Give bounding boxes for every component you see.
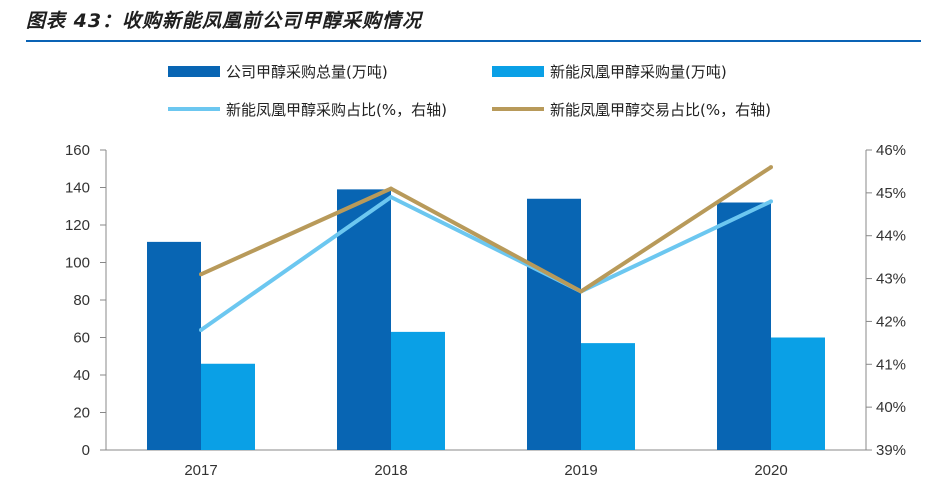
right-axis-tick-label: 40% [876,399,906,416]
lines [199,165,773,332]
legend-swatch-total [168,66,220,77]
right-axis-tick-label: 46% [876,142,906,159]
left-axis-tick-label: 20 [73,405,90,422]
right-axis-tick-label: 42% [876,313,906,330]
legend-label-trade-share: 新能凤凰甲醇交易占比(%，右轴) [550,101,771,119]
bar-total [717,202,771,450]
left-axis-tick-label: 0 [82,442,90,459]
right-axis-tick-label: 44% [876,228,906,245]
x-axis-tick-label: 2018 [374,462,407,479]
title-rule [26,40,921,42]
bar-xnfh [201,363,255,450]
x-axis-tick-label: 2017 [184,462,217,479]
line-trade-share [200,165,773,294]
x-axis-tick-label: 2019 [564,462,597,479]
left-axis-tick-label: 100 [65,255,90,272]
right-axis-tick-label: 43% [876,271,906,288]
line-trade-share-point [579,289,583,294]
bar-total [337,189,391,450]
line-purchase-share [199,195,772,332]
left-axis-tick-label: 80 [73,292,90,309]
legend-swatch-xnfh [492,66,544,77]
left-axis-tick-label: 120 [65,217,90,234]
left-axis-tick-label: 40 [73,367,90,384]
bar-xnfh [771,337,825,450]
line-trade-share-point [769,165,773,170]
bars [147,189,825,450]
legend-label-xnfh: 新能凤凰甲醇采购量(万吨) [550,63,727,81]
legend-label-total: 公司甲醇采购总量(万吨) [226,63,388,81]
line-trade-share-point [389,186,393,191]
axes: 0 20 40 60 80 100 120 140 160 39% 40% 41% 42% 43% 44% 4… [65,142,906,479]
bar-total [147,241,201,450]
line-purchase-share-point [389,195,393,200]
left-axis-tick-label: 140 [65,180,90,197]
x-axis-tick-label: 2020 [754,462,787,479]
legend: 公司甲醇采购总量(万吨) 新能凤凰甲醇采购量(万吨) 新能凤凰甲醇采购占比(%，… [168,63,771,119]
line-purchase-share-point [769,199,773,204]
right-axis-tick-label: 45% [876,185,906,202]
left-axis-tick-label: 160 [65,142,90,159]
line-trade-share-point [199,272,203,277]
figure-title: 图表 43：收购新能凤凰前公司甲醇采购情况 [26,10,423,32]
left-axis-tick-label: 60 [73,330,90,347]
line-purchase-share-point [199,328,203,332]
bar-total [527,198,581,450]
bar-xnfh [581,343,635,450]
bar-xnfh [391,331,445,450]
right-axis-tick-label: 41% [876,356,906,373]
legend-label-purchase-share: 新能凤凰甲醇采购占比(%，右轴) [226,101,447,119]
right-axis-tick-label: 39% [876,442,906,459]
